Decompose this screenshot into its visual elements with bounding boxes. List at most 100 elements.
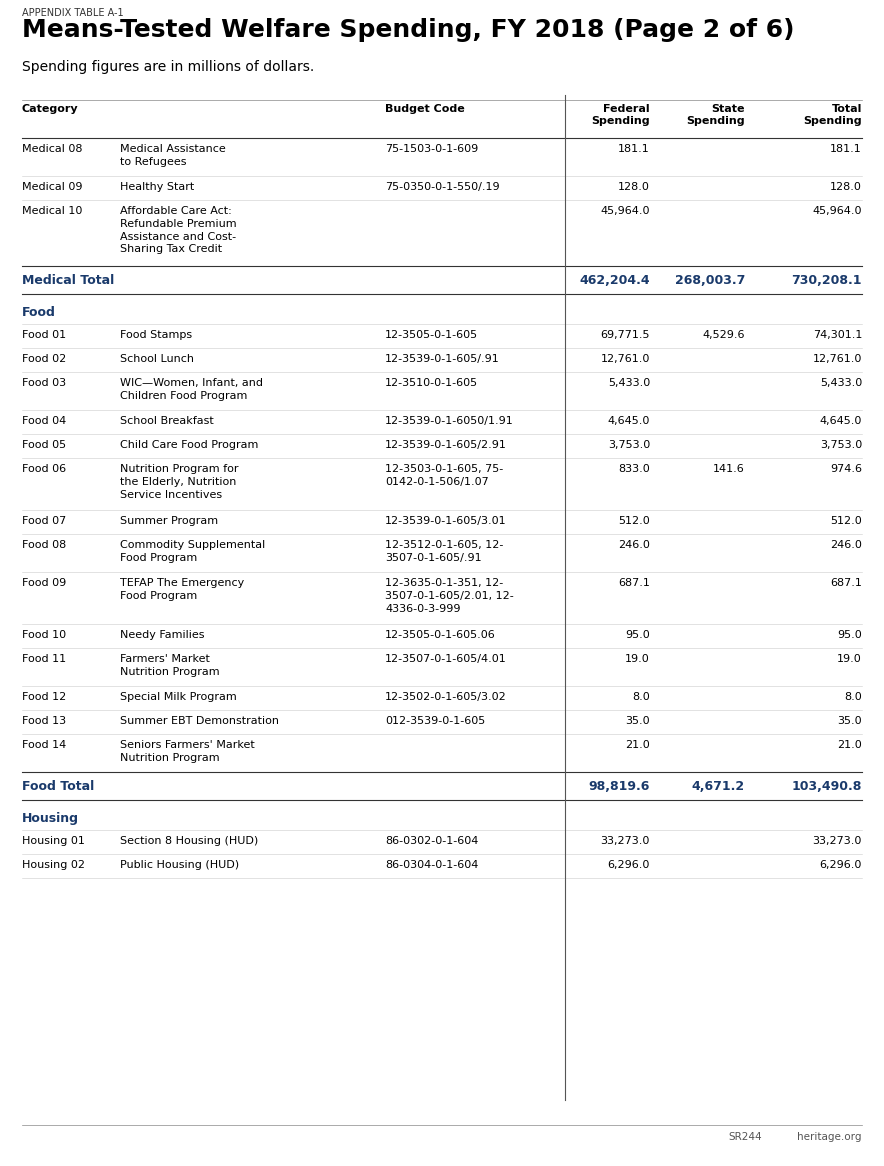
Text: 5,433.0: 5,433.0 (819, 378, 862, 388)
Text: 12-3510-0-1-605: 12-3510-0-1-605 (385, 378, 478, 388)
Text: Nutrition Program for
the Elderly, Nutrition
Service Incentives: Nutrition Program for the Elderly, Nutri… (120, 464, 239, 499)
Text: Food 08: Food 08 (22, 540, 66, 550)
Text: Section 8 Housing (HUD): Section 8 Housing (HUD) (120, 836, 258, 847)
Text: Commodity Supplemental
Food Program: Commodity Supplemental Food Program (120, 540, 265, 563)
Text: 21.0: 21.0 (625, 740, 650, 750)
Text: School Lunch: School Lunch (120, 354, 194, 364)
Text: Food Stamps: Food Stamps (120, 330, 192, 340)
Text: 103,490.8: 103,490.8 (792, 780, 862, 793)
Text: 98,819.6: 98,819.6 (589, 780, 650, 793)
Text: Summer Program: Summer Program (120, 517, 218, 526)
Text: 45,964.0: 45,964.0 (812, 206, 862, 216)
Text: WIC—Women, Infant, and
Children Food Program: WIC—Women, Infant, and Children Food Pro… (120, 378, 263, 401)
Text: 268,003.7: 268,003.7 (674, 274, 745, 287)
Text: Housing: Housing (22, 812, 79, 826)
Text: 181.1: 181.1 (618, 143, 650, 154)
Text: Medical 08: Medical 08 (22, 143, 82, 154)
Text: Food 01: Food 01 (22, 330, 66, 340)
Text: Food Total: Food Total (22, 780, 95, 793)
Text: Total
Spending: Total Spending (804, 104, 862, 126)
Text: 86-0302-0-1-604: 86-0302-0-1-604 (385, 836, 478, 847)
Text: 3,753.0: 3,753.0 (608, 440, 650, 450)
Text: 12-3539-0-1-6050/1.91: 12-3539-0-1-6050/1.91 (385, 416, 514, 426)
Text: 6,296.0: 6,296.0 (819, 861, 862, 870)
Text: 74,301.1: 74,301.1 (812, 330, 862, 340)
Text: Food 14: Food 14 (22, 740, 66, 750)
Text: 974.6: 974.6 (830, 464, 862, 475)
Text: SR244: SR244 (728, 1132, 762, 1142)
Text: 75-0350-0-1-550/.19: 75-0350-0-1-550/.19 (385, 182, 499, 192)
Text: 86-0304-0-1-604: 86-0304-0-1-604 (385, 861, 478, 870)
Text: 3,753.0: 3,753.0 (819, 440, 862, 450)
Text: 462,204.4: 462,204.4 (579, 274, 650, 287)
Text: Means-Tested Welfare Spending, FY 2018 (Page 2 of 6): Means-Tested Welfare Spending, FY 2018 (… (22, 17, 795, 42)
Text: 75-1503-0-1-609: 75-1503-0-1-609 (385, 143, 478, 154)
Text: 12,761.0: 12,761.0 (600, 354, 650, 364)
Text: Food 10: Food 10 (22, 630, 66, 640)
Text: APPENDIX TABLE A-1: APPENDIX TABLE A-1 (22, 8, 124, 17)
Text: 21.0: 21.0 (837, 740, 862, 750)
Text: Summer EBT Demonstration: Summer EBT Demonstration (120, 716, 279, 726)
Text: 95.0: 95.0 (837, 630, 862, 640)
Text: Food 12: Food 12 (22, 691, 66, 702)
Text: TEFAP The Emergency
Food Program: TEFAP The Emergency Food Program (120, 578, 244, 600)
Text: Federal
Spending: Federal Spending (591, 104, 650, 126)
Text: 687.1: 687.1 (830, 578, 862, 588)
Text: Child Care Food Program: Child Care Food Program (120, 440, 258, 450)
Text: Medical Assistance
to Refugees: Medical Assistance to Refugees (120, 143, 225, 167)
Text: Housing 01: Housing 01 (22, 836, 85, 847)
Text: Food 06: Food 06 (22, 464, 66, 475)
Text: 12-3539-0-1-605/.91: 12-3539-0-1-605/.91 (385, 354, 499, 364)
Text: Food 07: Food 07 (22, 517, 66, 526)
Text: 246.0: 246.0 (618, 540, 650, 550)
Text: 730,208.1: 730,208.1 (791, 274, 862, 287)
Text: Medical 09: Medical 09 (22, 182, 82, 192)
Text: 12-3507-0-1-605/4.01: 12-3507-0-1-605/4.01 (385, 654, 507, 663)
Text: 45,964.0: 45,964.0 (600, 206, 650, 216)
Text: 4,645.0: 4,645.0 (607, 416, 650, 426)
Text: 19.0: 19.0 (837, 654, 862, 663)
Text: Housing 02: Housing 02 (22, 861, 85, 870)
Text: 128.0: 128.0 (618, 182, 650, 192)
Text: 12-3502-0-1-605/3.02: 12-3502-0-1-605/3.02 (385, 691, 507, 702)
Text: Affordable Care Act:
Refundable Premium
Assistance and Cost-
Sharing Tax Credit: Affordable Care Act: Refundable Premium … (120, 206, 237, 254)
Text: 4,671.2: 4,671.2 (692, 780, 745, 793)
Text: 833.0: 833.0 (618, 464, 650, 475)
Text: 33,273.0: 33,273.0 (600, 836, 650, 847)
Text: Food 11: Food 11 (22, 654, 66, 663)
Text: 12-3635-0-1-351, 12-
3507-0-1-605/2.01, 12-
4336-0-3-999: 12-3635-0-1-351, 12- 3507-0-1-605/2.01, … (385, 578, 514, 613)
Text: 012-3539-0-1-605: 012-3539-0-1-605 (385, 716, 485, 726)
Text: 35.0: 35.0 (625, 716, 650, 726)
Text: 12-3512-0-1-605, 12-
3507-0-1-605/.91: 12-3512-0-1-605, 12- 3507-0-1-605/.91 (385, 540, 503, 563)
Text: Food 02: Food 02 (22, 354, 66, 364)
Text: 69,771.5: 69,771.5 (600, 330, 650, 340)
Text: 6,296.0: 6,296.0 (607, 861, 650, 870)
Text: 12-3539-0-1-605/2.91: 12-3539-0-1-605/2.91 (385, 440, 507, 450)
Text: Budget Code: Budget Code (385, 104, 465, 114)
Text: heritage.org: heritage.org (797, 1132, 862, 1142)
Text: 128.0: 128.0 (830, 182, 862, 192)
Text: Food: Food (22, 307, 56, 319)
Text: School Breakfast: School Breakfast (120, 416, 214, 426)
Text: Special Milk Program: Special Milk Program (120, 691, 237, 702)
Text: 12-3503-0-1-605, 75-
0142-0-1-506/1.07: 12-3503-0-1-605, 75- 0142-0-1-506/1.07 (385, 464, 503, 486)
Text: Food 04: Food 04 (22, 416, 66, 426)
Text: Spending figures are in millions of dollars.: Spending figures are in millions of doll… (22, 59, 314, 73)
Text: Category: Category (22, 104, 79, 114)
Text: 95.0: 95.0 (625, 630, 650, 640)
Text: Public Housing (HUD): Public Housing (HUD) (120, 861, 240, 870)
Text: Food 05: Food 05 (22, 440, 66, 450)
Text: Food 03: Food 03 (22, 378, 66, 388)
Text: Needy Families: Needy Families (120, 630, 204, 640)
Text: Medical 10: Medical 10 (22, 206, 82, 216)
Text: 12-3505-0-1-605: 12-3505-0-1-605 (385, 330, 478, 340)
Text: State
Spending: State Spending (686, 104, 745, 126)
Text: 141.6: 141.6 (713, 464, 745, 475)
Text: 33,273.0: 33,273.0 (812, 836, 862, 847)
Text: Farmers' Market
Nutrition Program: Farmers' Market Nutrition Program (120, 654, 219, 676)
Text: 246.0: 246.0 (830, 540, 862, 550)
Text: 8.0: 8.0 (632, 691, 650, 702)
Text: 5,433.0: 5,433.0 (608, 378, 650, 388)
Text: 512.0: 512.0 (618, 517, 650, 526)
Text: 12-3539-0-1-605/3.01: 12-3539-0-1-605/3.01 (385, 517, 507, 526)
